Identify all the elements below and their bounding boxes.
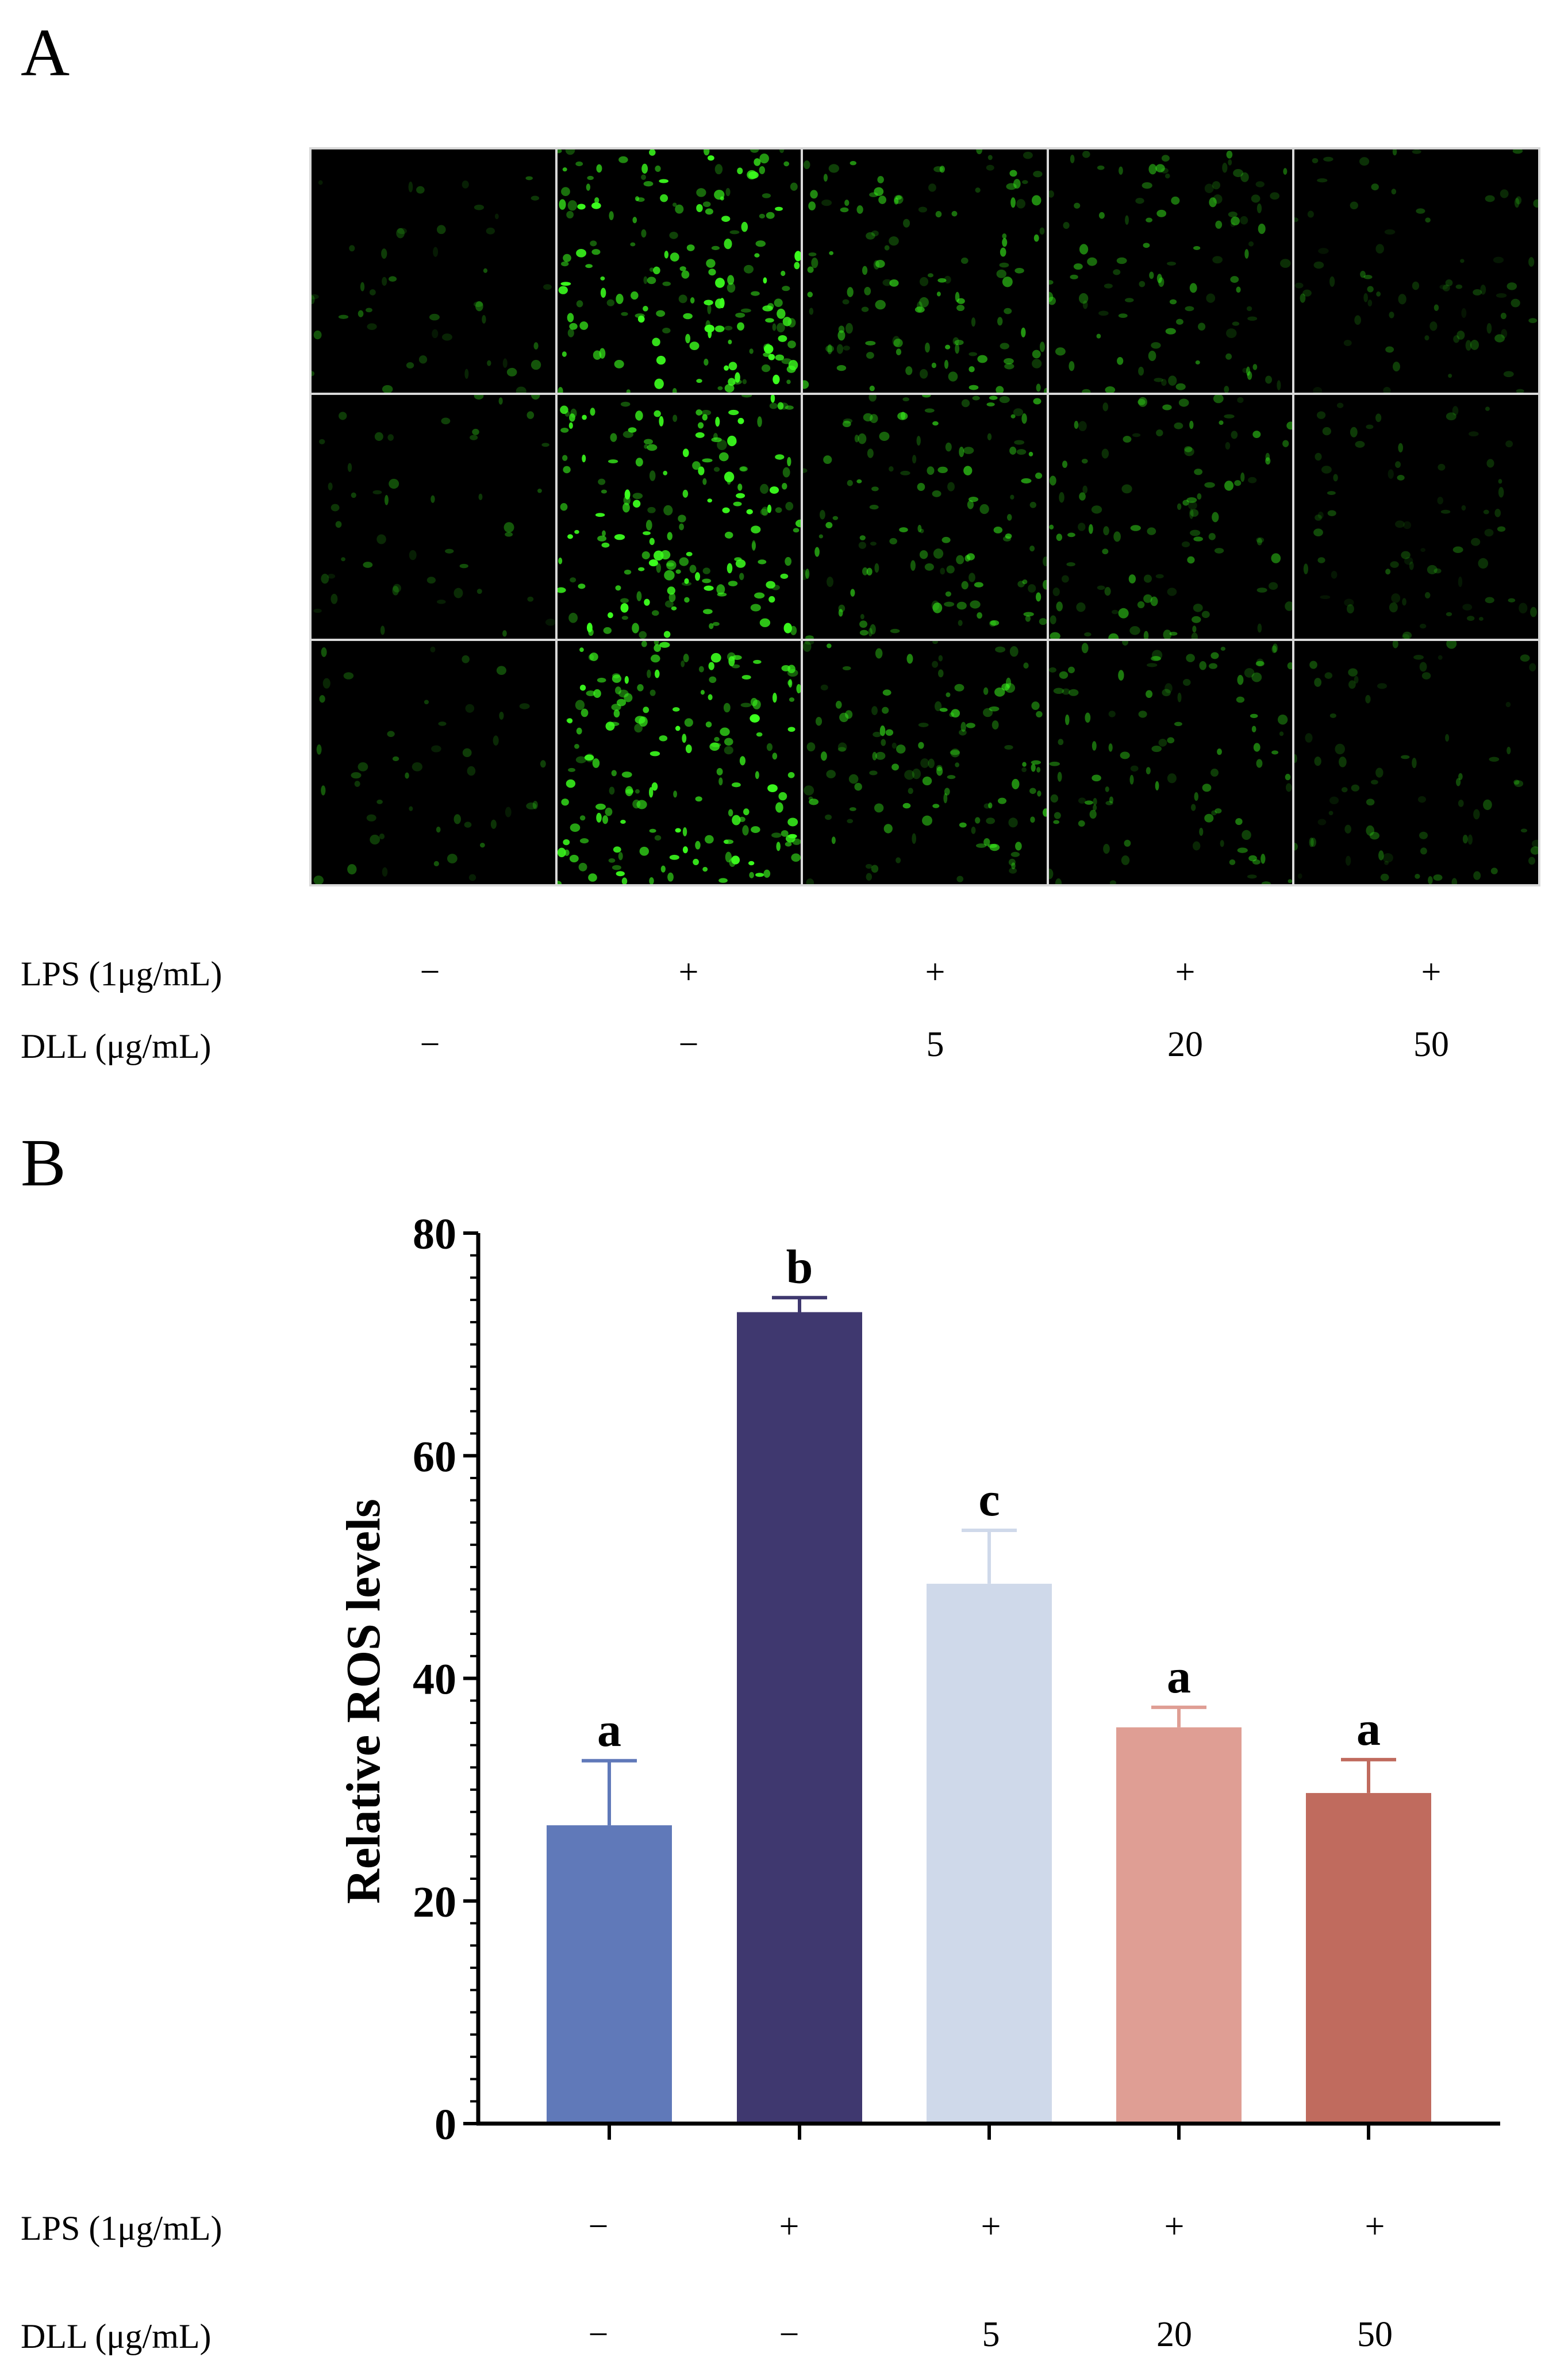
micrograph-cell xyxy=(1048,640,1293,884)
panel-b-letter: B xyxy=(21,1125,66,1200)
micrograph-cell xyxy=(803,640,1047,884)
y-axis-label: Relative ROS levels xyxy=(337,1499,390,1904)
dll-value: 20 xyxy=(1156,2315,1192,2354)
lps-symbol: − xyxy=(420,953,440,992)
fluorescence-micrograph-grid xyxy=(309,147,1540,886)
lps-symbol: + xyxy=(779,2207,800,2246)
lps-symbol: + xyxy=(925,953,946,992)
lps-symbol: + xyxy=(678,953,699,992)
dll-value: − xyxy=(588,2315,609,2354)
panel-a-letter: A xyxy=(21,15,70,90)
lps-symbol: + xyxy=(1421,953,1442,992)
lps-symbol: + xyxy=(1175,953,1196,992)
bar xyxy=(1306,1792,1431,2124)
dll-row-label: DLL (μg/mL) xyxy=(21,2317,212,2355)
dll-value: 50 xyxy=(1413,1025,1449,1064)
micrograph-cell xyxy=(1294,640,1538,884)
y-tick-label: 20 xyxy=(413,1878,456,1926)
lps-row-label: LPS (1μg/mL) xyxy=(21,955,222,993)
micrograph-cell xyxy=(1294,395,1538,639)
bar xyxy=(927,1583,1052,2124)
significance-label: b xyxy=(786,1240,813,1293)
micrograph-cell xyxy=(803,395,1047,639)
micrograph-cell xyxy=(312,395,555,639)
dll-value: 50 xyxy=(1357,2315,1393,2354)
bar xyxy=(1116,1727,1242,2124)
dll-value: 20 xyxy=(1167,1025,1203,1064)
significance-label: c xyxy=(978,1473,1000,1526)
dll-value: − xyxy=(779,2315,800,2354)
lps-symbol: + xyxy=(1365,2207,1385,2246)
y-tick-label: 60 xyxy=(413,1433,456,1481)
significance-label: a xyxy=(1356,1702,1381,1756)
y-tick-label: 80 xyxy=(413,1210,456,1258)
y-tick-label: 40 xyxy=(413,1656,456,1704)
significance-label: a xyxy=(597,1703,621,1757)
dll-value: 5 xyxy=(926,1025,944,1064)
micrograph-cell xyxy=(1048,395,1293,639)
lps-row-label: LPS (1μg/mL) xyxy=(21,2209,222,2247)
micrograph-cell xyxy=(1048,149,1293,393)
dll-value: − xyxy=(678,1025,699,1064)
micrograph-cell xyxy=(312,149,555,393)
dll-row-label: DLL (μg/mL) xyxy=(21,1027,212,1065)
dll-value: − xyxy=(420,1025,440,1064)
micrograph-cell xyxy=(557,149,801,393)
micrograph-cell xyxy=(803,149,1047,393)
significance-label: a xyxy=(1167,1650,1191,1703)
bar xyxy=(547,1825,672,2124)
lps-symbol: + xyxy=(1164,2207,1185,2246)
lps-symbol: − xyxy=(588,2207,609,2246)
micrograph-cell xyxy=(557,640,801,884)
lps-symbol: + xyxy=(981,2207,1001,2246)
bar xyxy=(737,1312,862,2124)
dll-value: 5 xyxy=(982,2315,1000,2354)
y-tick-label: 0 xyxy=(435,2101,456,2149)
micrograph-cell xyxy=(557,395,801,639)
micrograph-cell xyxy=(312,640,555,884)
micrograph-cell xyxy=(1294,149,1538,393)
